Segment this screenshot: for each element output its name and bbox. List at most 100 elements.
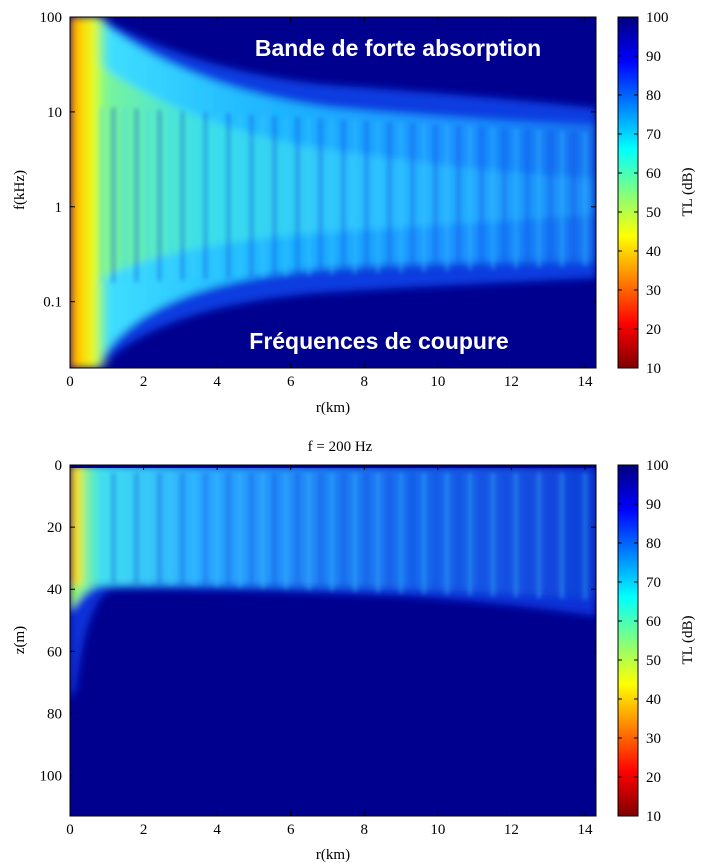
colorbar-tick-label: 50 (646, 205, 661, 221)
x-tick-label: 4 (213, 374, 221, 390)
interference-stripe (491, 127, 495, 270)
colorbar-tick-label: 70 (646, 127, 661, 143)
interference-stripe (399, 122, 403, 273)
y-tick-label: 10 (47, 105, 62, 121)
x-tick-label: 8 (361, 374, 369, 390)
interference-stripe (284, 473, 288, 590)
interference-stripe (468, 126, 472, 271)
interference-stripe (238, 473, 242, 588)
colorbar-tick-label: 80 (646, 536, 661, 552)
interference-stripe (215, 473, 219, 587)
interference-stripe (169, 473, 173, 586)
interference-stripe (272, 116, 277, 277)
x-tick-label: 14 (577, 822, 593, 838)
interference-stripe (410, 123, 415, 273)
y-tick-label: 100 (40, 10, 63, 26)
interference-stripe (364, 120, 369, 274)
interference-stripe (376, 121, 380, 274)
y-tick-label: 1 (55, 200, 63, 216)
y-tick-label: 40 (47, 582, 62, 598)
colorbar-tick-label: 60 (646, 614, 661, 630)
interference-stripe (410, 473, 415, 594)
y-tick-label: 60 (47, 644, 62, 660)
interference-stripe (180, 473, 185, 586)
interference-stripe (594, 132, 596, 266)
interference-stripe (157, 473, 162, 585)
colorbar-top (617, 16, 639, 369)
colorbar-tick-label: 90 (646, 49, 661, 65)
colorbar-tick-label: 100 (646, 458, 669, 474)
colorbar-tick-label: 70 (646, 575, 661, 591)
interference-stripe (364, 473, 369, 593)
y-tick-label: 100 (40, 769, 63, 785)
heatmap-bottom-left-edge (70, 465, 92, 585)
x-tick-label: 14 (577, 374, 593, 390)
interference-stripe (146, 473, 150, 585)
interference-stripe (571, 131, 576, 267)
interference-stripe (479, 473, 484, 597)
colorbar-tick-label: 10 (646, 809, 661, 825)
y-tick-label: 0 (55, 458, 63, 474)
interference-stripe (594, 473, 596, 601)
interference-stripe (307, 473, 311, 591)
interference-stripe (525, 473, 530, 598)
colorbar-label-top: TL (dB) (680, 167, 696, 216)
interference-stripe (203, 473, 208, 587)
x-ticks-bottom: 0 2 4 6 8 10 12 14 (66, 465, 593, 838)
interference-stripe (387, 122, 392, 273)
heatmap-bottom (70, 465, 596, 816)
colorbar-tick-label: 50 (646, 653, 661, 669)
x-tick-label: 12 (504, 822, 519, 838)
heatmap-top (70, 17, 596, 368)
heatmap-bottom-surface (70, 465, 596, 468)
interference-stripe (502, 128, 507, 269)
panel-top: Bande de forte absorption Fréquences de … (12, 10, 696, 416)
interference-stripe (502, 473, 507, 597)
interference-stripe (123, 473, 127, 584)
interference-stripe (134, 108, 139, 282)
chart-title-bottom: f = 200 Hz (308, 439, 373, 455)
interference-stripe (445, 125, 449, 271)
interference-stripe (238, 114, 242, 279)
interference-stripe (514, 128, 518, 269)
annotation-cutoff: Fréquences de coupure (249, 328, 508, 354)
colorbar-label-bottom: TL (dB) (680, 615, 696, 664)
y-tick-label: 80 (47, 706, 62, 722)
interference-stripe (226, 113, 231, 279)
x-axis-label-bottom: r(km) (316, 847, 350, 863)
interference-stripe (192, 473, 196, 587)
interference-stripe (330, 119, 334, 275)
annotation-absorption: Bande de forte absorption (255, 35, 541, 61)
colorbar-tick-label: 30 (646, 283, 661, 299)
interference-stripe (123, 108, 127, 283)
interference-stripe (146, 109, 150, 282)
interference-stripe (215, 113, 219, 279)
colorbar-tick-label: 10 (646, 361, 661, 377)
interference-stripe (318, 473, 323, 591)
interference-stripe (134, 473, 139, 585)
heatmap-bottom-interference (100, 473, 596, 601)
interference-stripe (180, 111, 185, 281)
x-tick-label: 6 (287, 374, 295, 390)
y-tick-label: 20 (47, 520, 62, 536)
interference-stripe (307, 117, 311, 276)
interference-stripe (111, 107, 116, 283)
y-ticks-bottom: 0 20 40 60 80 100 (40, 458, 596, 785)
interference-stripe (445, 473, 449, 595)
y-axis-label-bottom: z(m) (12, 626, 28, 654)
interference-stripe (571, 473, 576, 600)
x-tick-label: 0 (66, 374, 74, 390)
interference-stripe (583, 473, 587, 600)
interference-stripe (249, 473, 254, 589)
interference-stripe (560, 473, 564, 599)
interference-stripe (433, 124, 438, 272)
interference-stripe (353, 473, 357, 592)
x-tick-label: 10 (430, 374, 445, 390)
axes-bottom-frame (69, 464, 597, 817)
colorbar-bottom (617, 464, 639, 817)
x-axis-label-top: r(km) (316, 400, 350, 416)
interference-stripe (157, 110, 162, 281)
colorbar-tick-label: 40 (646, 692, 661, 708)
interference-stripe (491, 473, 495, 597)
interference-stripe (537, 129, 541, 268)
